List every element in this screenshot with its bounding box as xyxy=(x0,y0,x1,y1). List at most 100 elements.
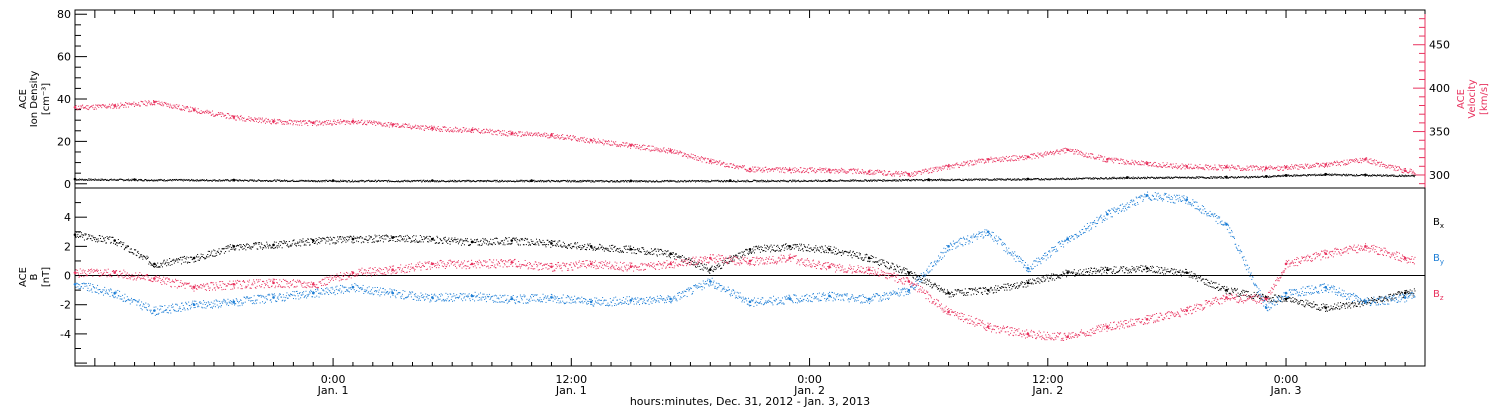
trace-sample xyxy=(737,168,739,170)
trace-sample xyxy=(646,148,648,150)
trace-sample xyxy=(133,179,135,181)
trace-sample xyxy=(1316,174,1318,176)
trace-sample xyxy=(1267,168,1269,170)
trace-sample xyxy=(1206,165,1208,167)
trace-sample xyxy=(1324,174,1326,176)
trace-sample xyxy=(392,125,394,127)
trace-sample xyxy=(101,240,103,242)
trace-sample xyxy=(916,179,918,181)
trace-sample xyxy=(509,130,511,132)
trace-sample xyxy=(1021,156,1023,158)
trace-sample xyxy=(1037,152,1039,154)
trace-sample xyxy=(631,144,633,146)
trace-sample xyxy=(1345,173,1347,175)
trace-sample xyxy=(189,180,191,182)
trace-sample xyxy=(1047,153,1049,155)
trace-sample xyxy=(130,248,132,250)
trace-sample xyxy=(291,120,293,122)
trace-sample xyxy=(401,125,403,127)
trace-sample xyxy=(132,103,134,105)
trace-sample xyxy=(231,115,233,117)
trace-sample xyxy=(162,105,164,107)
trace-sample xyxy=(211,110,213,112)
trace-sample xyxy=(1088,153,1090,155)
trace-sample xyxy=(216,180,218,182)
trace-sample xyxy=(371,120,373,122)
trace-sample xyxy=(807,171,809,173)
trace-sample xyxy=(357,180,359,182)
trace-sample xyxy=(642,180,644,182)
trace-sample xyxy=(649,180,651,182)
trace-sample xyxy=(1409,168,1411,170)
trace-sample xyxy=(133,106,135,108)
trace-sample xyxy=(1350,159,1352,161)
trace-sample xyxy=(1155,165,1157,167)
trace-sample xyxy=(1244,169,1246,171)
trace-sample xyxy=(561,134,562,136)
trace-sample xyxy=(335,123,337,125)
trace-sample xyxy=(412,180,414,182)
trace-sample xyxy=(681,151,683,153)
trace-sample xyxy=(1115,157,1117,159)
trace-sample xyxy=(196,179,198,181)
trace-sample xyxy=(200,180,202,182)
trace-sample xyxy=(1316,174,1318,176)
trace-sample xyxy=(1077,178,1079,180)
trace-sample xyxy=(964,161,966,163)
trace-sample xyxy=(1059,153,1061,155)
trace-sample xyxy=(1409,175,1411,177)
trace-sample xyxy=(908,179,910,181)
trace-sample xyxy=(1082,153,1084,155)
trace-sample xyxy=(588,180,590,182)
trace-sample xyxy=(279,120,281,122)
trace-sample xyxy=(707,181,709,183)
trace-sample xyxy=(568,180,570,182)
trace-sample xyxy=(250,246,252,248)
trace-sample xyxy=(343,119,345,121)
trace-sample xyxy=(1220,177,1222,179)
trace-sample xyxy=(1222,177,1224,179)
trace-sample xyxy=(202,254,204,256)
trace-sample xyxy=(504,134,506,136)
trace-sample xyxy=(1292,175,1294,177)
trace-sample xyxy=(145,105,147,107)
trace-sample xyxy=(879,170,881,172)
trace-sample xyxy=(1201,167,1203,169)
trace-sample xyxy=(829,171,831,173)
trace-sample xyxy=(533,133,535,135)
trace-sample xyxy=(222,113,224,115)
trace-sample xyxy=(1079,151,1081,153)
trace-sample xyxy=(139,178,141,180)
trace-sample xyxy=(952,164,954,166)
trace-sample xyxy=(387,125,389,127)
trace-sample xyxy=(885,180,887,182)
trace-sample xyxy=(856,180,858,182)
trace-sample xyxy=(271,118,273,120)
trace-sample xyxy=(734,181,736,183)
trace-sample xyxy=(415,124,417,126)
trace-sample xyxy=(1346,174,1348,176)
trace-sample xyxy=(214,255,216,257)
trace-sample xyxy=(440,130,442,132)
trace-sample xyxy=(1288,175,1290,177)
trace-sample xyxy=(675,181,677,183)
trace-sample xyxy=(132,178,134,180)
trace-sample xyxy=(1265,176,1267,178)
trace-sample xyxy=(1044,154,1046,156)
trace-sample xyxy=(644,149,646,151)
trace-sample xyxy=(1102,178,1104,180)
trace-sample xyxy=(734,180,736,182)
trace-sample xyxy=(724,166,726,168)
trace-sample xyxy=(460,181,462,183)
trace-sample xyxy=(596,180,598,182)
trace-sample xyxy=(864,179,866,181)
trace-sample xyxy=(1149,162,1151,164)
trace-sample xyxy=(348,179,350,181)
trace-sample xyxy=(360,121,362,123)
trace-sample xyxy=(854,179,856,181)
trace-sample xyxy=(203,111,205,113)
trace-sample xyxy=(88,178,90,180)
trace-sample xyxy=(475,128,477,130)
trace-sample xyxy=(776,167,778,169)
trace-sample xyxy=(94,237,96,239)
